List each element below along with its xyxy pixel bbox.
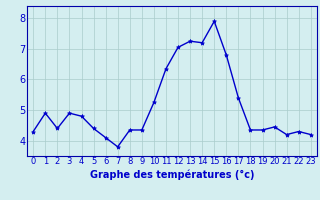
X-axis label: Graphe des températures (°c): Graphe des températures (°c)	[90, 169, 254, 180]
